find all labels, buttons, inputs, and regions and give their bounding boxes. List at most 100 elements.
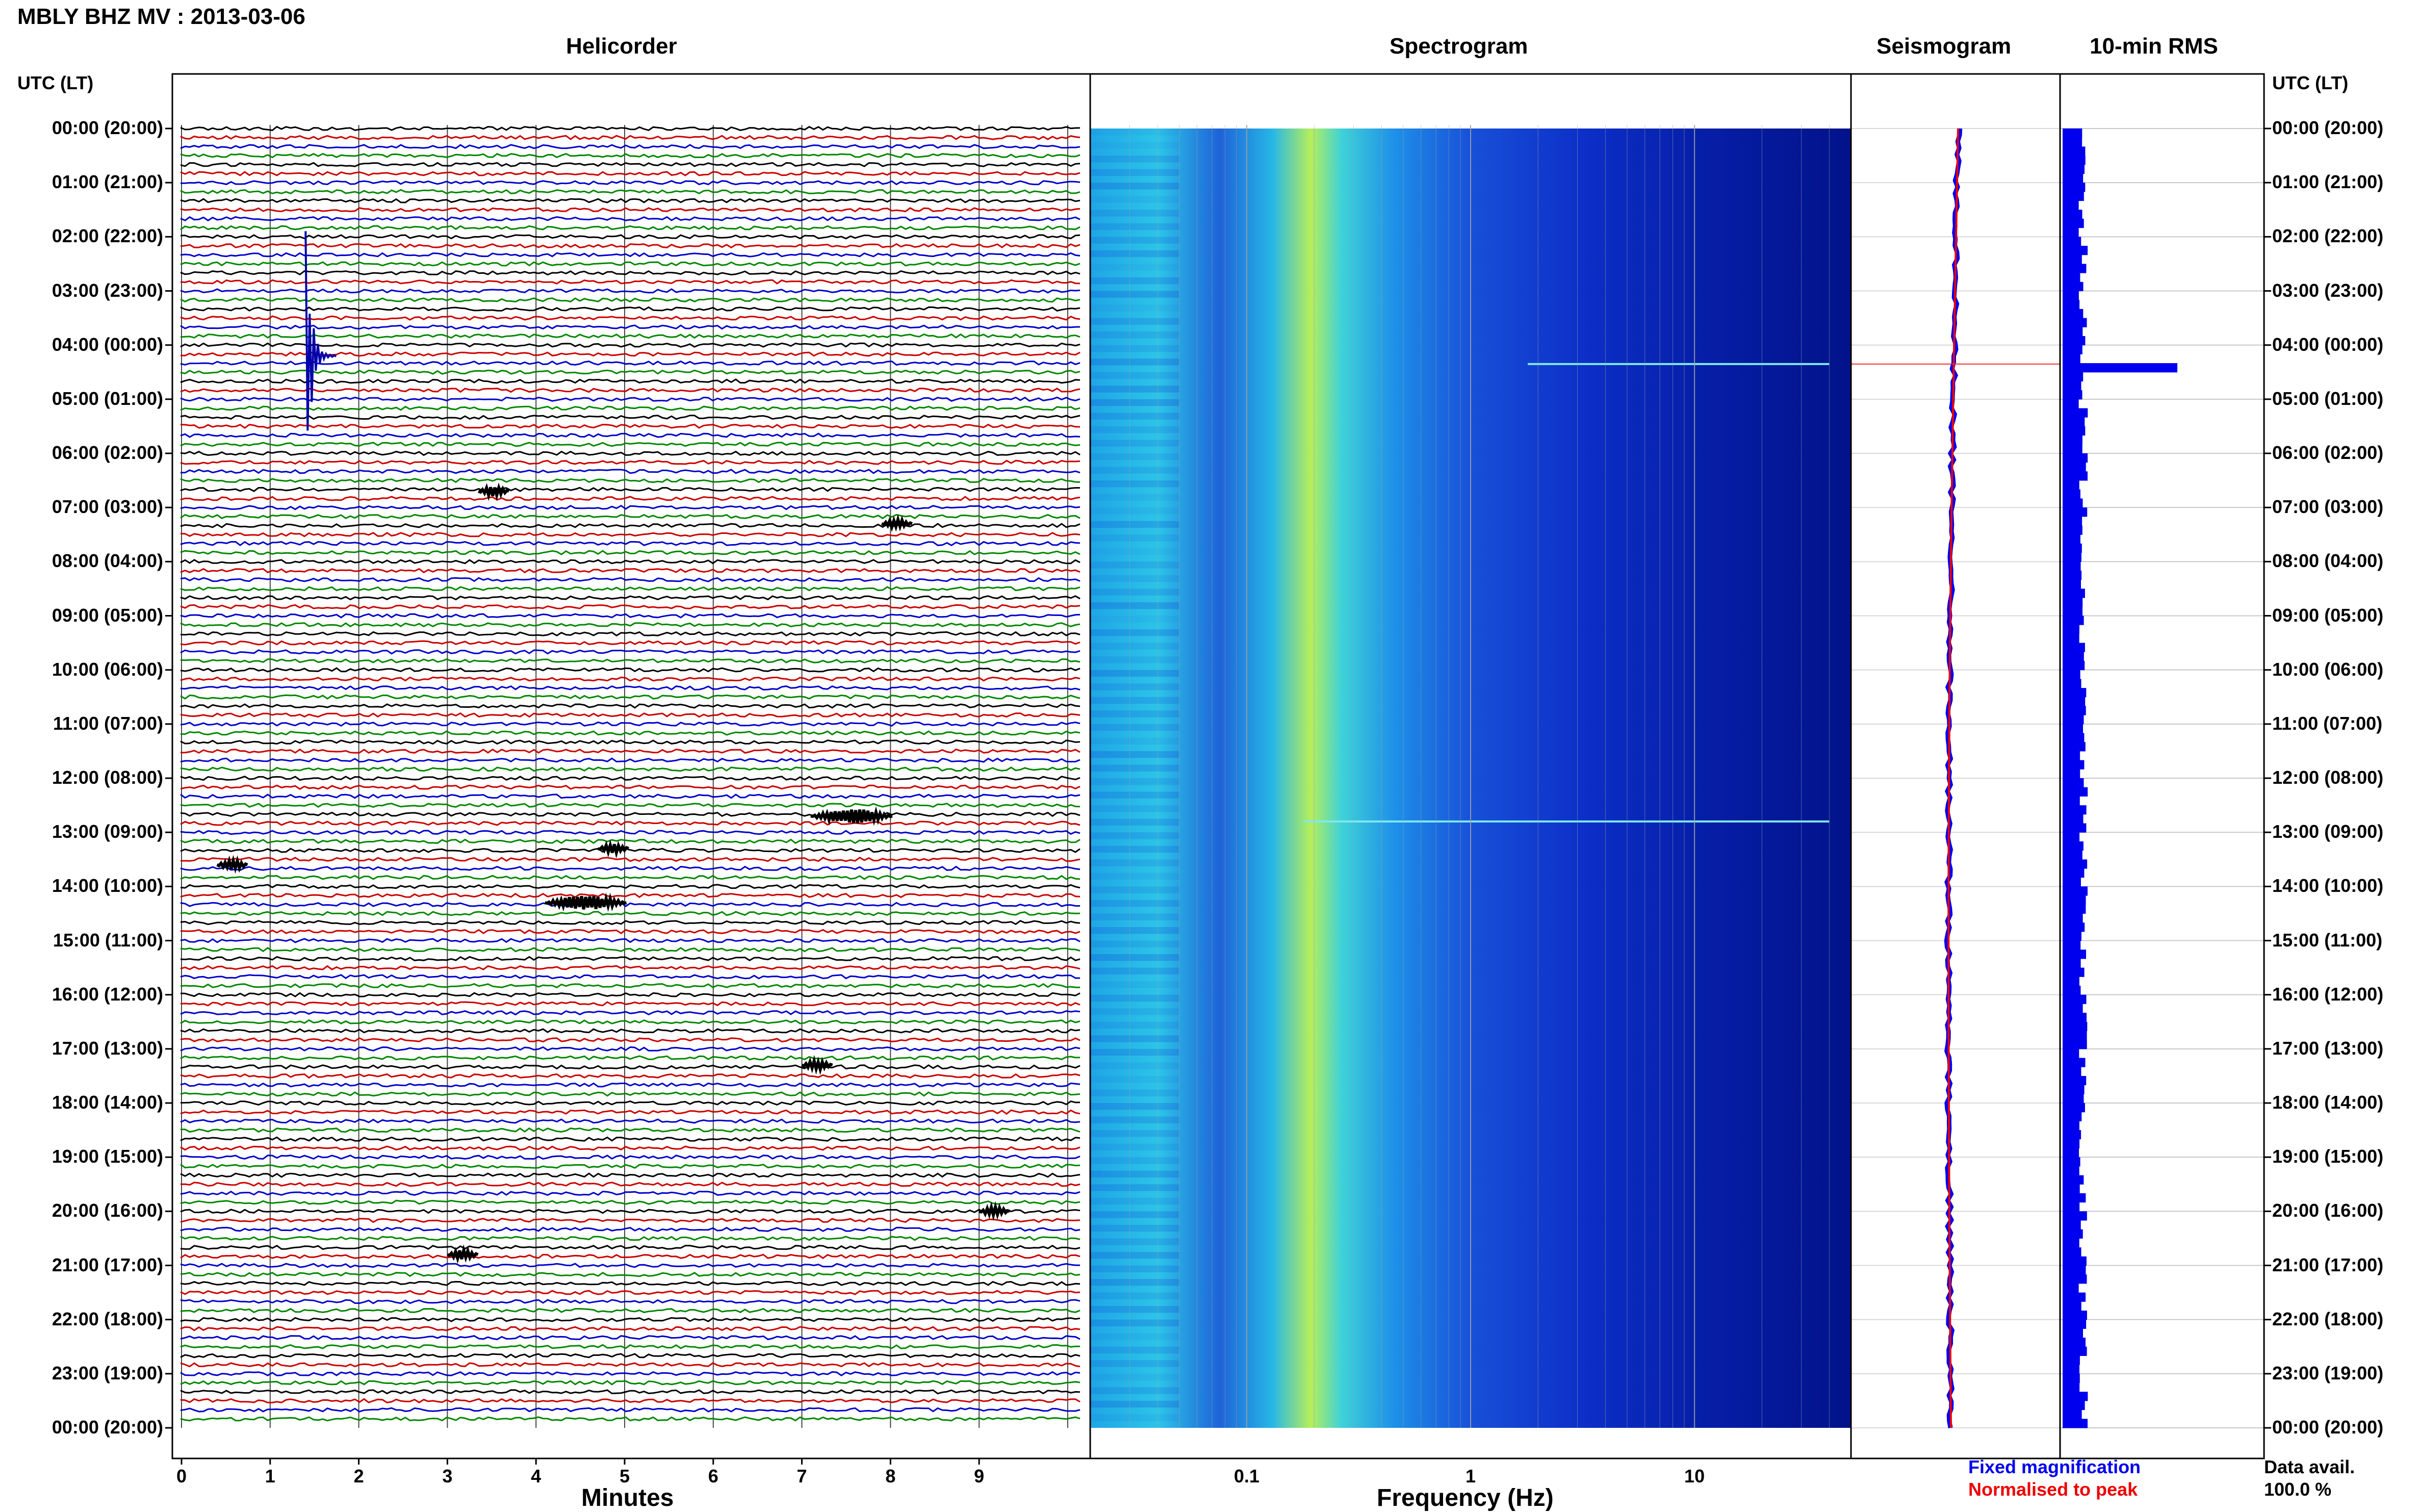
spectrogram-stripe bbox=[1090, 1116, 1179, 1123]
helicorder-trace bbox=[180, 261, 1081, 267]
spectrogram-stripe bbox=[1090, 967, 1179, 975]
helicorder-trace bbox=[180, 902, 1081, 908]
legend-normalised-to-peak: Normalised to peak bbox=[1968, 1479, 2138, 1500]
rms-bar bbox=[2063, 805, 2087, 815]
spectrogram-stripe bbox=[1090, 521, 1179, 528]
helicorder-trace bbox=[180, 1055, 1081, 1061]
spectrogram-stripe bbox=[1090, 791, 1179, 799]
rms-bar bbox=[2063, 264, 2087, 273]
spectrogram-stripe bbox=[1090, 1143, 1179, 1150]
helicorder-trace bbox=[180, 703, 1081, 709]
rms-bar bbox=[2063, 724, 2083, 733]
rms-bar bbox=[2063, 1058, 2086, 1067]
helicorder-trace bbox=[180, 577, 1081, 582]
left-time-tick-label: 10:00 (06:00) bbox=[52, 658, 163, 680]
helicorder-trace bbox=[180, 125, 1081, 132]
rms-bar bbox=[2063, 895, 2086, 905]
rms-bar bbox=[2063, 1121, 2079, 1131]
rms-bar bbox=[2063, 1328, 2083, 1338]
helicorder-trace bbox=[180, 1037, 1081, 1043]
helicorder-trace bbox=[180, 1010, 1081, 1016]
helicorder-trace bbox=[180, 568, 1081, 574]
spectrogram-stripe bbox=[1090, 1157, 1179, 1164]
left-time-tick-label: 00:00 (20:00) bbox=[52, 117, 163, 138]
helicorder-trace bbox=[180, 1190, 1081, 1196]
spectrogram-stripe bbox=[1090, 629, 1179, 636]
right-time-tick-label: 00:00 (20:00) bbox=[2272, 117, 2384, 138]
rms-bar bbox=[2063, 273, 2080, 283]
helicorder-event bbox=[304, 231, 337, 431]
time-axis-label-right: UTC (LT) bbox=[2272, 72, 2349, 93]
rms-bar bbox=[2063, 751, 2080, 761]
helicorder-trace bbox=[180, 1389, 1081, 1395]
rms-bar bbox=[2063, 318, 2087, 327]
helicorder-trace bbox=[180, 1407, 1081, 1413]
helicorder-trace bbox=[180, 342, 1081, 348]
helicorder-trace bbox=[180, 919, 1081, 926]
spectrogram-stripe bbox=[1090, 507, 1179, 515]
rms-bar bbox=[2063, 516, 2082, 526]
spectrogram-stripe bbox=[1090, 345, 1179, 352]
rms-bar bbox=[2063, 950, 2086, 959]
rms-bar bbox=[2063, 994, 2087, 1004]
helicorder-trace bbox=[180, 1317, 1081, 1322]
left-time-tick-label: 17:00 (13:00) bbox=[52, 1037, 163, 1059]
minute-tick-label: 8 bbox=[885, 1466, 896, 1487]
rms-bar bbox=[2063, 200, 2079, 210]
helicorder-trace bbox=[180, 432, 1081, 438]
left-time-tick-label: 16:00 (12:00) bbox=[52, 983, 163, 1005]
spectrogram-stripe bbox=[1090, 1360, 1179, 1367]
spectrogram-stripe bbox=[1090, 399, 1179, 406]
helicorder-trace bbox=[180, 252, 1081, 258]
helicorder-trace bbox=[180, 1280, 1081, 1286]
rms-bar bbox=[2063, 1085, 2085, 1094]
spectrogram-stripe bbox=[1090, 1333, 1179, 1340]
rms-bar bbox=[2063, 1373, 2080, 1383]
rms-bar bbox=[2063, 796, 2080, 806]
spectrogram-stripe bbox=[1090, 183, 1179, 190]
spectrogram-stripe bbox=[1090, 886, 1179, 893]
rms-bar bbox=[2063, 1247, 2081, 1257]
helicorder-event bbox=[881, 514, 913, 532]
rms-bar bbox=[2063, 1004, 2083, 1013]
left-time-tick-label: 02:00 (22:00) bbox=[52, 225, 163, 247]
rms-bar bbox=[2063, 706, 2086, 715]
helicorder-trace bbox=[180, 721, 1081, 727]
rms-bar bbox=[2063, 652, 2084, 661]
rms-bar bbox=[2063, 850, 2082, 860]
left-time-tick-label: 19:00 (15:00) bbox=[52, 1146, 163, 1167]
left-time-tick-label: 15:00 (11:00) bbox=[53, 929, 163, 951]
rms-bar bbox=[2063, 543, 2082, 553]
helicorder-trace bbox=[180, 776, 1081, 781]
rms-bar bbox=[2063, 1319, 2087, 1329]
rms-bar bbox=[2063, 1265, 2086, 1275]
right-time-tick-label: 05:00 (01:00) bbox=[2272, 388, 2384, 409]
helicorder-trace bbox=[180, 983, 1081, 989]
helicorder-trace bbox=[180, 306, 1081, 312]
helicorder-trace bbox=[180, 811, 1081, 817]
helicorder-trace bbox=[180, 1073, 1081, 1079]
minute-tick-label: 7 bbox=[796, 1466, 807, 1487]
rms-bar bbox=[2063, 760, 2085, 770]
rms-bar bbox=[2063, 552, 2081, 562]
helicorder-trace bbox=[180, 667, 1081, 673]
spectrogram-stripe bbox=[1090, 169, 1179, 176]
helicorder-trace bbox=[180, 784, 1081, 790]
rms-bar bbox=[2063, 489, 2080, 499]
rms-bar bbox=[2063, 688, 2087, 698]
helicorder-trace bbox=[180, 189, 1081, 195]
rms-bar bbox=[2063, 480, 2079, 490]
rms-bar bbox=[2063, 417, 2085, 427]
helicorder-trace bbox=[180, 1028, 1081, 1034]
left-time-tick-label: 20:00 (16:00) bbox=[52, 1200, 163, 1221]
helicorder-trace bbox=[180, 297, 1081, 303]
time-axis-label-left: UTC (LT) bbox=[17, 72, 94, 93]
rms-bar bbox=[2063, 733, 2085, 742]
rms-bar bbox=[2063, 886, 2088, 896]
rms-bar bbox=[2063, 246, 2088, 255]
rms-bar bbox=[2063, 1103, 2085, 1113]
helicorder-trace bbox=[180, 1380, 1081, 1386]
panel-frame bbox=[2059, 73, 2265, 1459]
helicorder-trace bbox=[181, 1127, 1081, 1133]
spectrogram-stripe bbox=[1090, 142, 1179, 149]
